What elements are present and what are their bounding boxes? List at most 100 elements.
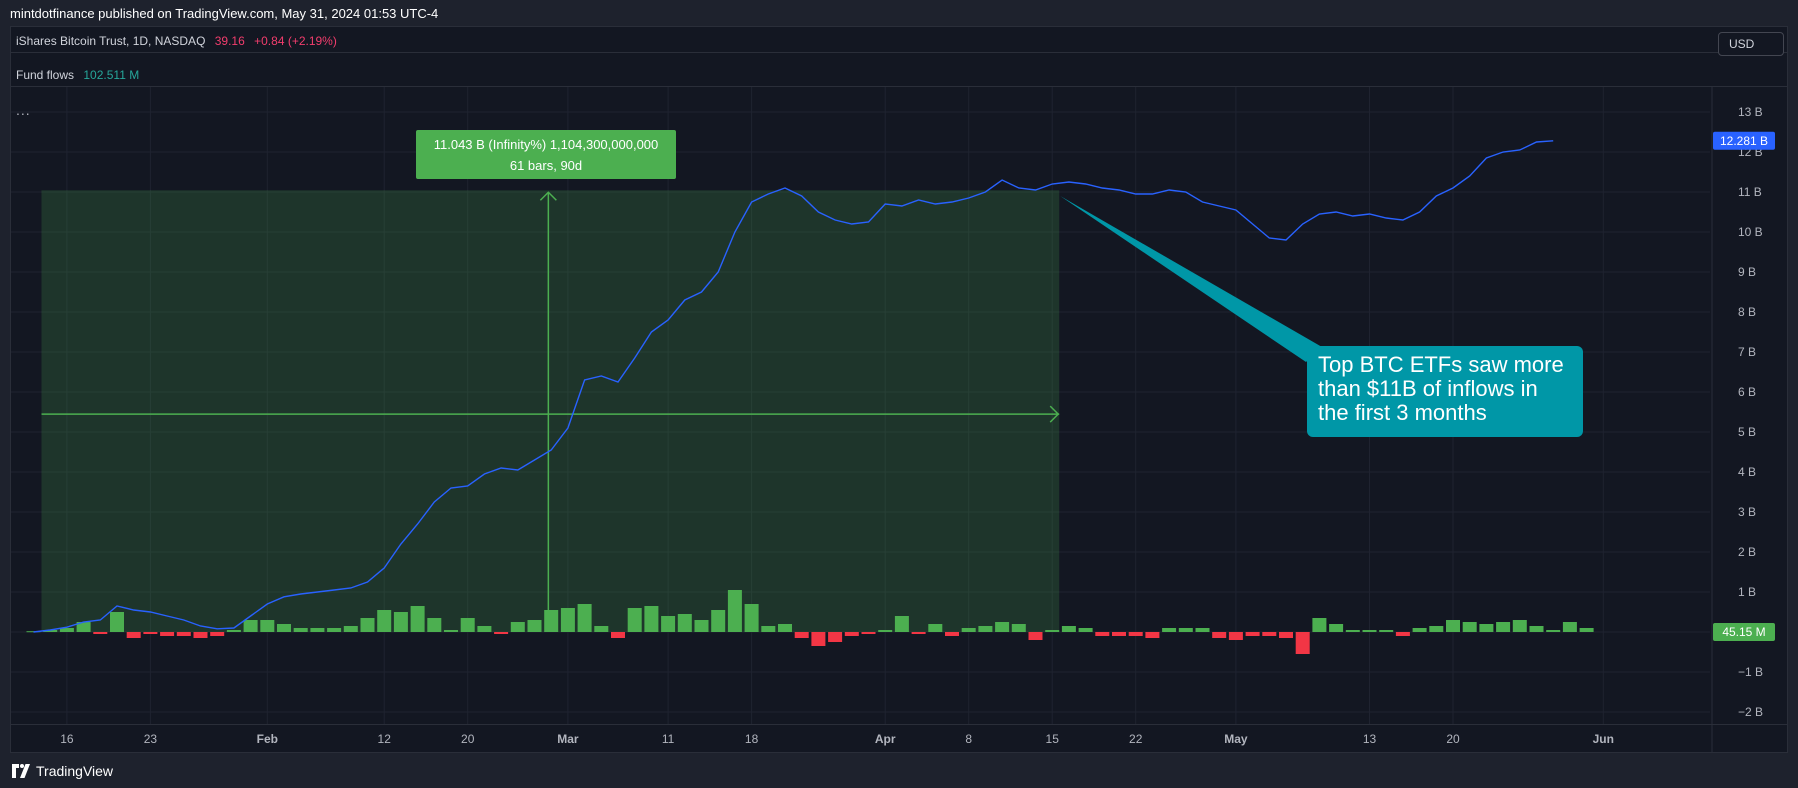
flow-bar — [1512, 620, 1527, 632]
flow-bar — [560, 608, 575, 632]
flow-bar — [694, 620, 709, 632]
x-axis-tick-label: 16 — [60, 732, 74, 746]
indicator-title[interactable]: Fund flows — [16, 68, 75, 82]
flow-bar — [961, 628, 976, 632]
flow-bar — [310, 628, 325, 632]
flow-bar — [477, 626, 492, 632]
flow-bar — [1379, 630, 1394, 632]
y-axis-tick-label: −2 B — [1738, 705, 1763, 719]
flow-bar — [1462, 622, 1477, 632]
flow-bar — [1011, 624, 1026, 632]
flow-bar — [176, 632, 191, 636]
flow-bar — [594, 626, 609, 632]
x-axis-tick-label: Apr — [875, 732, 896, 746]
flow-bar — [444, 630, 458, 632]
measure-info-box — [416, 130, 676, 179]
flow-bar — [360, 618, 375, 632]
flow-bar — [343, 626, 358, 632]
y-axis-tick-label: 8 B — [1738, 305, 1756, 319]
flow-bar — [460, 618, 475, 632]
x-axis-tick-label: 23 — [144, 732, 158, 746]
flow-bar — [577, 604, 592, 632]
flow-bar — [1279, 632, 1293, 638]
flow-bar — [410, 606, 425, 632]
x-axis-tick-label: 20 — [461, 732, 475, 746]
x-axis-tick-label: 20 — [1446, 732, 1460, 746]
flow-bar — [59, 628, 74, 632]
flow-bar — [661, 616, 676, 632]
bar-last-value-label: 45.15 M — [1722, 625, 1765, 639]
flow-bar — [744, 604, 759, 632]
flow-bar — [1329, 624, 1344, 632]
flow-bar — [1212, 632, 1227, 638]
flow-bar — [794, 632, 809, 638]
y-axis-tick-label: 6 B — [1738, 385, 1756, 399]
flow-bar — [1412, 628, 1427, 632]
flow-bar — [1262, 632, 1277, 636]
flow-bar — [193, 632, 208, 638]
flow-bar — [510, 622, 525, 632]
flow-bar — [494, 632, 509, 634]
measure-right-arrowhead — [1049, 405, 1060, 423]
flow-bar — [93, 632, 108, 634]
flow-bar — [160, 632, 175, 636]
tradingview-brand: TradingView — [36, 763, 114, 779]
y-axis-tick-label: 4 B — [1738, 465, 1756, 479]
indicator-legend[interactable]: Fund flows 102.511 M — [16, 65, 145, 85]
flow-bar — [1479, 624, 1494, 632]
x-axis-tick-label: 8 — [965, 732, 972, 746]
flow-bar — [544, 610, 559, 632]
flow-bar — [677, 614, 692, 632]
flow-bar — [844, 632, 859, 636]
flow-bar — [811, 632, 826, 646]
x-axis-tick-label: Mar — [557, 732, 579, 746]
flow-bar — [1562, 622, 1577, 632]
flow-bar — [945, 632, 959, 636]
y-axis-tick-label: 5 B — [1738, 425, 1756, 439]
y-axis-tick-label: 3 B — [1738, 505, 1756, 519]
flow-bar — [126, 632, 141, 638]
flow-bar — [778, 624, 792, 632]
tradingview-footer[interactable]: TradingView — [10, 760, 113, 782]
flow-bar — [828, 632, 843, 642]
bar-last-value-badge — [1713, 623, 1775, 641]
y-axis-tick-label: 11 B — [1738, 185, 1762, 199]
indicator-value: 102.511 M — [83, 68, 140, 82]
symbol-legend[interactable]: iShares Bitcoin Trust, 1D, NASDAQ 39.16 … — [16, 31, 343, 51]
flow-bar — [327, 628, 342, 632]
y-axis-tick-label: −1 B — [1738, 665, 1763, 679]
flow-bar — [861, 632, 876, 634]
measure-range-box[interactable] — [41, 190, 1060, 632]
flow-bar — [1112, 632, 1126, 636]
flow-bar — [1546, 630, 1561, 632]
flow-bar — [1529, 626, 1544, 632]
y-axis-tick-label: 13 B — [1738, 105, 1763, 119]
y-axis-tick-label: 10 B — [1738, 225, 1763, 239]
flow-bar — [761, 626, 776, 632]
flow-bar — [277, 624, 291, 632]
currency-button[interactable]: USD — [1718, 32, 1784, 56]
x-axis-tick-label: 13 — [1363, 732, 1377, 746]
x-axis-tick-label: 11 — [662, 732, 675, 746]
flow-bar — [243, 620, 258, 632]
flow-bar — [878, 630, 893, 632]
x-axis-tick-label: Jun — [1593, 732, 1614, 746]
flow-bar — [1395, 632, 1410, 636]
flow-bar — [293, 628, 308, 632]
flow-bar — [1295, 632, 1310, 654]
flow-bar — [43, 630, 58, 632]
more-options-icon[interactable]: ... — [16, 102, 31, 118]
flow-bar — [1162, 628, 1177, 632]
flow-bar — [260, 620, 275, 632]
callout-text-line: than $11B of inflows in — [1318, 376, 1538, 401]
line-last-value-label: 12.281 B — [1720, 134, 1768, 148]
flow-bar — [377, 610, 392, 632]
callout-box[interactable] — [1307, 346, 1583, 437]
x-axis-tick-label: May — [1224, 732, 1248, 746]
flow-bar — [1095, 632, 1110, 636]
x-axis-tick-label: 12 — [378, 732, 392, 746]
tradingview-logo-icon — [12, 764, 30, 778]
symbol-title[interactable]: iShares Bitcoin Trust, 1D, NASDAQ — [16, 34, 206, 48]
flow-bar — [1195, 628, 1210, 632]
